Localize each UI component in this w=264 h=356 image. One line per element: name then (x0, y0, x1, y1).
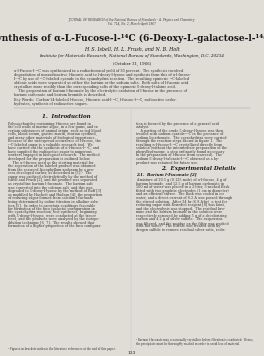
Text: cess developed earlier, as described in [1].¹  The: cess developed earlier, as described in … (8, 171, 92, 175)
Text: and an efficient stirrer.  The flask was cooled in ice: and an efficient stirrer. The flask was … (136, 192, 224, 196)
Text: JOURNAL OF RESEARCH of the National Bureau of Standards – A. Physics and Chemist: JOURNAL OF RESEARCH of the National Bure… (69, 18, 195, 22)
Text: l-¹⁴C by use of ¹⁴C-labeled cyanide in the cyanohydrin reaction.  The resulting : l-¹⁴C by use of ¹⁴C-labeled cyanide in t… (14, 77, 189, 81)
Text: with hot water.¹  The filtrate was treated with hy-: with hot water.¹ The filtrate was treate… (136, 224, 221, 228)
Text: have supplied the radioactive sugar to numerous: have supplied the radioactive sugar to n… (8, 150, 92, 154)
Text: Vol. 71A, No. 2, March–April 1967: Vol. 71A, No. 2, March–April 1967 (108, 22, 156, 26)
Text: product was retained for future use.: product was retained for future use. (136, 161, 198, 164)
Text: have carried out the synthesis of α-l-fucose-l-¹⁴C, and: have carried out the synthesis of α-l-fu… (8, 146, 99, 150)
Text: tion is favored by the presence of a general acid: tion is favored by the presence of a gen… (136, 121, 219, 126)
Text: Synthesis of α-L-Fucose-l-¹⁴C (6-Deoxy-L-galactose-l-¹⁴C): Synthesis of α-L-Fucose-l-¹⁴C (6-Deoxy-L… (0, 34, 264, 43)
Text: dilution technique [6, 7].  The results showed that: dilution technique [6, 7]. The results s… (8, 221, 94, 225)
Text: of reducing sugar formed from calcium l-fuconate: of reducing sugar formed from calcium l-… (8, 196, 93, 200)
Text: was filtered, and the residue on the filter was washed: was filtered, and the residue on the fil… (136, 221, 229, 225)
Text: through the reaction steps shown in figure 1.  The: through the reaction steps shown in figu… (136, 139, 222, 143)
Text: 2.1.  Barium l-Fuconate [2]: 2.1. Barium l-Fuconate [2] (136, 173, 197, 177)
Text: treated with sodium cyanide-¹⁴C in the presence of: treated with sodium cyanide-¹⁴C in the p… (136, 132, 223, 136)
Text: the stirred solution.  After 34 hr (6.8 A-hr), a test for: the stirred solution. After 34 hr (6.8 A… (136, 199, 227, 203)
Text: respectively removed by adding 5 g of a decolorizing: respectively removed by adding 5 g of a … (136, 214, 227, 218)
Text: workers engaged in biological research.  The method: workers engaged in biological research. … (8, 153, 100, 157)
Text: as crystalline barium l-fuconate.  The barium salt: as crystalline barium l-fuconate. The ba… (8, 182, 93, 186)
Text: Because of the widespread occurrence of l-fucose, the: Because of the widespread occurrence of … (8, 139, 101, 143)
Text: A portion of the crude 5-deoxy-l-lyxose was then: A portion of the crude 5-deoxy-l-lyxose … (136, 129, 223, 132)
Text: 1.  Introduction: 1. Introduction (42, 115, 90, 120)
Text: 2.  Experimental Details: 2. Experimental Details (161, 166, 235, 171)
Text: and the electrolysis was stopped.  The residual bro-: and the electrolysis was stopped. The re… (136, 206, 225, 210)
Text: for formation of the fuco (galacto) configuration in: for formation of the fuco (galacto) conf… (8, 207, 95, 211)
Text: H. S. Isbell, H. L. Frush, and N. B. Holt: H. S. Isbell, H. L. Frush, and N. B. Hol… (84, 47, 180, 52)
Text: α-l-Fucose-l-¹⁴C was synthesized in a radiochemical yield of 30 percent.  The sy: α-l-Fucose-l-¹⁴C was synthesized in a ra… (14, 69, 183, 73)
Text: as modified by Hackett and Hudson [4], the proportion: as modified by Hackett and Hudson [4], t… (8, 193, 102, 197)
Text: solution (without the intermediate preparation of the: solution (without the intermediate prepa… (136, 146, 227, 150)
Text: The preparation of barium l-fuconate by the electrolytic oxidation of l-fucose i: The preparation of barium l-fuconate by … (14, 89, 187, 93)
Text: in the preparation of l-fucose from seaweed).  The: in the preparation of l-fucose from seaw… (136, 153, 222, 157)
Text: phenylhydrazone, a step ordinarily found necessary: phenylhydrazone, a step ordinarily found… (136, 150, 224, 154)
Text: Institute for Materials Research, National Bureau of Standards, Washington, D.C.: Institute for Materials Research, Nation… (40, 54, 224, 58)
Text: sodium 6-deoxy-l-talonate-l-¹⁴C obtained as a by-: sodium 6-deoxy-l-talonate-l-¹⁴C obtained… (136, 157, 219, 161)
Text: the cell walls of marine algae, in a few gums, and in: the cell walls of marine algae, in a few… (8, 125, 98, 129)
Text: 133: 133 (128, 351, 136, 355)
Text: developed for the preparation is outlined below.: developed for the preparation is outline… (8, 157, 90, 161)
Text: catalyst.: catalyst. (136, 125, 150, 129)
Text: aldonic acids were separated as either the barium or the sodium salts.  Both sal: aldonic acids were separated as either t… (14, 81, 188, 85)
Text: degradation of nonradioactive l-fuconic acid to l-deoxy-l-lyxose and synthesis f: degradation of nonradioactive l-fuconic … (14, 73, 191, 77)
Text: the precipitate must be thoroughly washed in order to avoid loss of material.: the precipitate must be thoroughly washe… (136, 342, 240, 346)
Text: mine and the barium bromide in the solution were: mine and the barium bromide in the solut… (136, 210, 222, 214)
Text: and many other materials of biological importance.: and many other materials of biological i… (8, 136, 96, 140)
Text: A mixture of 20.5 g (0.125 mole) of α-l-fucose, 4 g of: A mixture of 20.5 g (0.125 mole) of α-l-… (136, 178, 226, 182)
Text: water, and a direct current of 0.2 A was passed through: water, and a direct current of 0.2 A was… (136, 196, 232, 200)
Text: cells, blood serum, gastric mucin, ovarian cystfluid,: cells, blood serum, gastric mucin, ovari… (8, 132, 97, 136)
Text: sodium bicarbonate.  The cyanohydrins were carried: sodium bicarbonate. The cyanohydrins wer… (136, 136, 227, 140)
Text: hydrates, synthesis of radioactive sugars.: hydrates, synthesis of radioactive sugar… (14, 101, 88, 105)
Text: with 5-deoxy-l-lyxose, were conducted at the tracer: with 5-deoxy-l-lyxose, were conducted at… (8, 214, 96, 218)
Text: The α-l-fucose used as the starting material for: The α-l-fucose used as the starting mate… (8, 161, 93, 164)
Text: degraded to 5-deoxy-l-lyxose by the method of Ruff [3]: degraded to 5-deoxy-l-lyxose by the meth… (8, 189, 101, 193)
Text: carbon and 4.2 g of silver sulfate.  The suspension: carbon and 4.2 g of silver sulfate. The … (136, 217, 223, 221)
Text: ¹⁴C-labeled sugar is a valuable research tool.  We: ¹⁴C-labeled sugar is a valuable research… (8, 143, 93, 147)
Text: Polysaccharides containing l-fucose are found in: Polysaccharides containing l-fucose are … (8, 121, 91, 126)
Text: reducing sugar with Benedict reagent [8] was faint,: reducing sugar with Benedict reagent [8]… (136, 203, 225, 207)
Text: (October 31, 1966): (October 31, 1966) (113, 61, 151, 65)
Text: crystallize more readily than the corresponding salts of the epimeric 6-deoxy-l-: crystallize more readily than the corres… (14, 85, 176, 89)
Text: formation of a higher proportion of the fuco configura-: formation of a higher proportion of the … (8, 224, 101, 229)
Text: was converted into the calcium salt, and this was: was converted into the calcium salt, and… (8, 185, 93, 189)
Text: sugar was oxidized electrolytically by the method of: sugar was oxidized electrolytically by t… (8, 175, 97, 179)
Text: being determined by iodine titration in alkaline solu-: being determined by iodine titration in … (8, 200, 99, 204)
Text: Isbell and Frush [2], and the product was separated: Isbell and Frush [2], and the product wa… (8, 178, 97, 182)
Text: ¹ Figures in brackets indicate the literature references at the end of this pape: ¹ Figures in brackets indicate the liter… (8, 347, 116, 351)
Text: the cyanohydrin reaction, test syntheses, beginning: the cyanohydrin reaction, test syntheses… (8, 210, 97, 214)
Text: from the seaweed Ascophyllum nodosum by a pro-: from the seaweed Ascophyllum nodosum by … (8, 168, 94, 172)
Text: certain substances of animal origin, such as red blood: certain substances of animal origin, suc… (8, 129, 101, 132)
Text: barium bromide, and 12.5 g of barium carbonate in: barium bromide, and 12.5 g of barium car… (136, 182, 224, 185)
Text: ¹ Barium l-fuconate may occasionally crystallize before filtration is conducted.: ¹ Barium l-fuconate may occasionally cry… (136, 338, 253, 342)
Text: the separation of the labeled product was obtained: the separation of the labeled product wa… (8, 164, 96, 168)
Text: fitted with two graphite electrodes (1 cm in diameter): fitted with two graphite electrodes (1 c… (136, 189, 229, 193)
Text: drogen sulfide to remove residual silver salts, redis-: drogen sulfide to remove residual silver… (136, 228, 226, 232)
Text: tion [5].  In order to ascertain conditions favorable: tion [5]. In order to ascertain conditio… (8, 203, 95, 207)
Text: barium carbonate and barium bromide is described.: barium carbonate and barium bromide is d… (14, 93, 106, 97)
Text: resulting α-l-fucose-l-¹⁴C crystallized directly from: resulting α-l-fucose-l-¹⁴C crystallized … (136, 143, 222, 147)
Text: Key Words:  Carbon-14-labeled l-fucose, l-fuconic acid-l-¹⁴C, l-fucose-l-¹⁴C, ra: Key Words: Carbon-14-labeled l-fucose, l… (14, 98, 176, 101)
Text: 500 ml of water was placed in a 2-liter, 3-necked flask: 500 ml of water was placed in a 2-liter,… (136, 185, 229, 189)
Text: level, and the products were analyzed by the isotope-: level, and the products were analyzed by… (8, 218, 100, 221)
